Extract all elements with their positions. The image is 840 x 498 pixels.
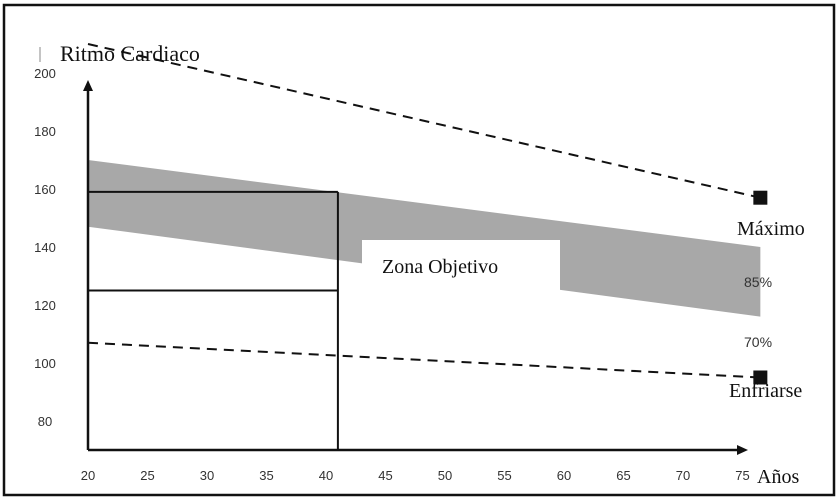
series-line-cooldown [87,341,761,379]
x-axis-label: Años [757,466,799,488]
x-tick-label: 45 [378,468,392,483]
x-tick-label: 60 [557,468,571,483]
y-tick-label: 140 [34,240,56,255]
series-marker-cooldown [753,370,768,385]
band-lower-label: 70% [744,334,772,350]
zone-label: Zona Objetivo [382,256,498,278]
y-axis-arrow [83,80,93,91]
y-tick-label: 200 [34,66,56,81]
series-marker-max [753,190,768,205]
x-tick-label: 50 [438,468,452,483]
x-tick-label: 20 [81,468,95,483]
x-tick-label: 70 [676,468,690,483]
x-axis-arrow [737,445,748,455]
band-upper-label: 85% [744,274,772,290]
x-tick-label: 55 [497,468,511,483]
series-line-max [87,43,761,199]
y-tick-label: 180 [34,124,56,139]
target-zone-band [88,160,761,317]
max-series-label: Máximo [737,218,805,240]
x-tick-label: 30 [200,468,214,483]
y-tick-label: 80 [38,414,52,429]
cooldown-series-label: Enfriarse [729,380,802,402]
x-tick-label: 25 [140,468,154,483]
y-axis-label: Ritmo Cardiaco [60,41,200,66]
x-tick-label: 75 [735,468,749,483]
y-tick-label: 100 [34,356,56,371]
x-tick-label: 35 [259,468,273,483]
y-tick-label: 120 [34,298,56,313]
x-tick-label: 65 [616,468,630,483]
x-tick-label: 40 [319,468,333,483]
zone-label-box [362,240,560,292]
y-tick-label: 160 [34,182,56,197]
